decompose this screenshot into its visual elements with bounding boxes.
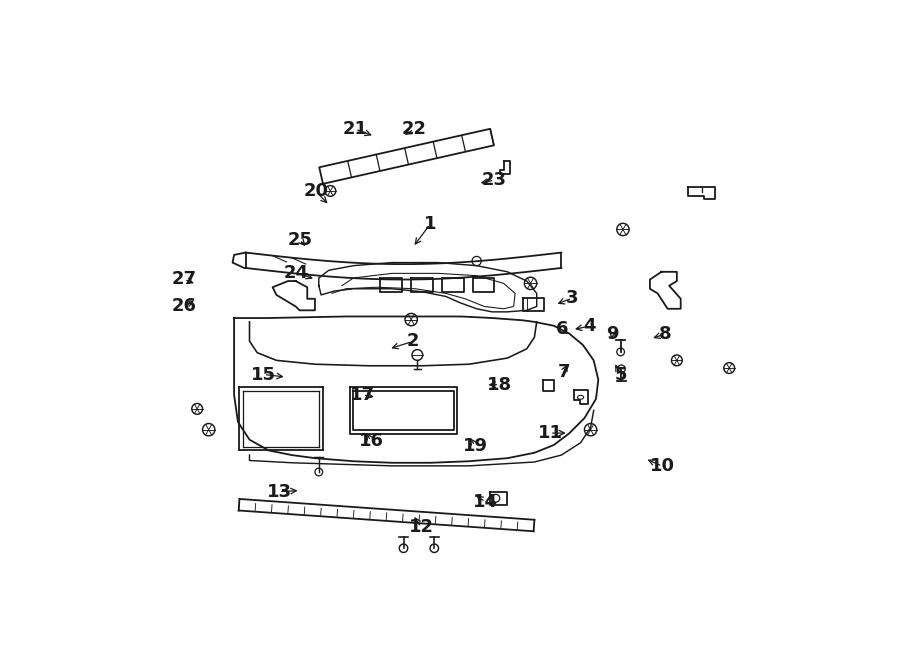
Text: 27: 27: [172, 270, 196, 288]
Text: 25: 25: [287, 231, 312, 249]
Text: 1: 1: [424, 215, 436, 233]
Text: 2: 2: [407, 332, 419, 350]
Text: 9: 9: [606, 325, 618, 343]
Text: 8: 8: [660, 325, 672, 343]
Text: 11: 11: [537, 424, 562, 442]
Text: 13: 13: [266, 483, 292, 500]
Text: 3: 3: [566, 289, 579, 307]
Text: 18: 18: [487, 375, 512, 394]
Text: 16: 16: [359, 432, 383, 449]
Text: 20: 20: [303, 182, 328, 200]
Text: 21: 21: [343, 120, 368, 138]
Text: 7: 7: [558, 363, 570, 381]
Text: 12: 12: [409, 518, 434, 536]
Text: 4: 4: [583, 317, 596, 335]
Text: 22: 22: [401, 120, 427, 138]
Text: 15: 15: [251, 366, 276, 383]
Text: 23: 23: [482, 171, 507, 189]
Text: 17: 17: [350, 386, 375, 404]
Text: 5: 5: [615, 366, 627, 383]
Text: 14: 14: [473, 492, 498, 511]
Text: 24: 24: [284, 264, 309, 282]
Text: 6: 6: [555, 320, 568, 338]
Text: 10: 10: [650, 457, 675, 475]
Text: 26: 26: [172, 297, 196, 315]
Text: 19: 19: [463, 437, 488, 455]
